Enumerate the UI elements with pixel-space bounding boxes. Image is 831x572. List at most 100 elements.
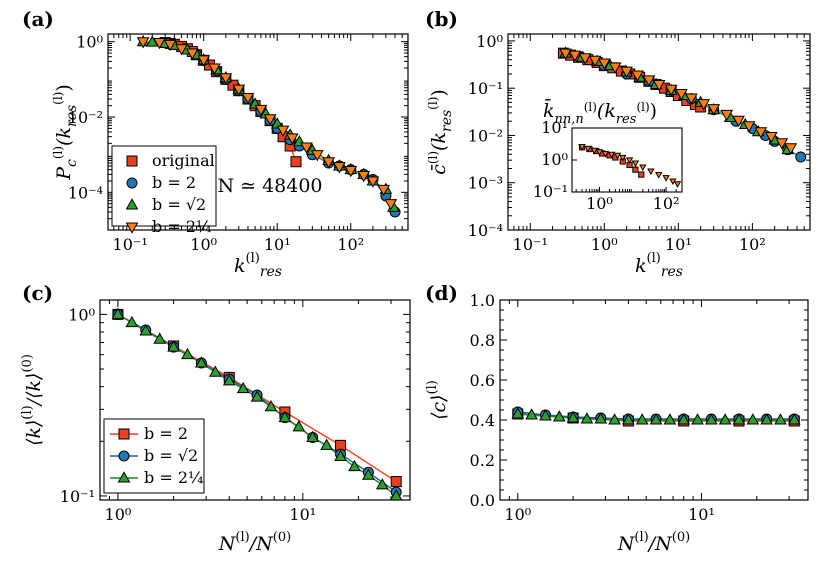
data-point-b4rt2 bbox=[675, 89, 688, 101]
data-point-b4rt2 bbox=[608, 62, 622, 74]
data-point-b4rt2 bbox=[566, 411, 580, 423]
y-axis-label: ⟨c⟩(l) bbox=[425, 380, 450, 420]
data-point-b4rt2 bbox=[597, 58, 611, 70]
x-tick-label: 10⁰ bbox=[504, 505, 531, 524]
data-point-b4rt2 bbox=[663, 413, 677, 425]
data-point-b4rt2 bbox=[685, 93, 698, 105]
y-tick-label: 10⁻⁴ bbox=[68, 183, 103, 202]
legend-marker-original bbox=[118, 428, 130, 440]
data-point-b4rt2 bbox=[278, 410, 292, 423]
y-tick-label: 0.4 bbox=[470, 411, 495, 430]
x-tick-label: 10¹ bbox=[688, 505, 715, 524]
data-point-b4rt2 bbox=[677, 413, 691, 425]
legend-marker-bsqrt2 bbox=[117, 471, 131, 483]
y-tick-label: 10⁻² bbox=[68, 108, 103, 127]
x-tick-label: 10⁰ bbox=[591, 235, 618, 254]
data-point-b4rt2 bbox=[664, 84, 678, 97]
data-point-b4rt2 bbox=[276, 125, 290, 137]
data-point-b4rt2 bbox=[732, 115, 745, 127]
legend-label: b = √2 bbox=[152, 195, 206, 214]
data-point-b4rt2 bbox=[254, 104, 268, 117]
data-point-b4rt2 bbox=[775, 138, 789, 150]
inset-point-original bbox=[632, 166, 639, 173]
data-point-b4rt2 bbox=[390, 489, 403, 500]
data-point-b4rt2 bbox=[642, 75, 656, 87]
data-point-b4rt2 bbox=[704, 413, 718, 425]
panel-d: (d) 10⁰ 10¹ 0.0 0.2 0.4 0.6 0.8 1.0 N(l)/N(0) ⟨c⟩(… bbox=[425, 281, 809, 555]
data-point-b4rt2 bbox=[764, 132, 778, 144]
inset-point-b4rt2 bbox=[607, 151, 616, 159]
data-point-b4rt2 bbox=[306, 430, 320, 442]
panel-label: (c) bbox=[22, 281, 53, 305]
data-point-b4rt2 bbox=[774, 413, 787, 425]
panel-c: (c) 10⁰ 10¹ 10⁻¹ 10⁰ N(l)/N(0) ⟨k⟩(l)/⟨k⟩(0) b … bbox=[20, 281, 411, 555]
legend: b = 2 b = √2 b = 2¼ bbox=[103, 418, 205, 494]
inset-point-b4rt2 bbox=[584, 145, 592, 153]
inset-x-tick-label: 10⁰ bbox=[586, 194, 613, 213]
legend-marker-b4rt2 bbox=[125, 222, 139, 234]
data-point-b2 bbox=[795, 151, 807, 163]
inset-point-b4rt2 bbox=[625, 157, 634, 165]
legend-marker-original bbox=[126, 155, 138, 167]
y-axis-label: c̄(l)(kres(l)) bbox=[426, 89, 455, 175]
data-point-b4rt2 bbox=[136, 37, 150, 49]
data-point-b4rt2 bbox=[635, 413, 649, 425]
data-point-b4rt2 bbox=[362, 468, 375, 480]
inset-point-b4rt2 bbox=[662, 175, 670, 182]
y-tick-label: 1.0 bbox=[470, 291, 495, 310]
data-point-b4rt2 bbox=[241, 92, 255, 105]
x-tick-label: 10⁰ bbox=[190, 235, 217, 254]
inset-point-b4rt2 bbox=[639, 164, 647, 172]
data-point-b4rt2 bbox=[357, 170, 371, 183]
data-point-b4rt2 bbox=[732, 413, 746, 425]
x-axis-label: k(l)res bbox=[635, 251, 683, 280]
data-point-b4rt2 bbox=[250, 390, 264, 402]
y-axis-label: ⟨k⟩(l)/⟨k⟩(0) bbox=[20, 354, 45, 446]
y-tick-label: 0.2 bbox=[470, 451, 495, 470]
data-point-b4rt2 bbox=[208, 63, 221, 75]
y-tick-label: 0.8 bbox=[470, 331, 495, 350]
y-axis-label: Pc(l)(kres(l)) bbox=[51, 84, 80, 181]
inset-point-b4rt2 bbox=[595, 149, 604, 156]
panel-label: (b) bbox=[425, 7, 458, 31]
inset-y-tick-label: 10¹ bbox=[541, 118, 568, 137]
data-point-b4rt2 bbox=[746, 413, 760, 425]
data-point-b4rt2 bbox=[539, 409, 552, 421]
data-point-original bbox=[290, 156, 302, 168]
data-point-b4rt2 bbox=[236, 381, 250, 394]
data-point-b4rt2 bbox=[377, 184, 391, 197]
legend-label: b = √2 bbox=[144, 446, 198, 465]
data-point-b4rt2 bbox=[300, 142, 313, 154]
legend-marker-bsqrt2 bbox=[125, 198, 139, 210]
data-point-b4rt2 bbox=[222, 374, 236, 386]
data-point-b4rt2 bbox=[568, 50, 582, 62]
network-size-annotation: N ≃ 48400 bbox=[217, 175, 322, 197]
inset-point-original bbox=[638, 171, 645, 178]
data-point-b4rt2 bbox=[511, 407, 525, 419]
data-point-b4rt2 bbox=[320, 438, 333, 450]
inset-title: k̄nn,n(l)(kres(l)) bbox=[543, 98, 657, 127]
legend-marker-b2 bbox=[118, 450, 130, 462]
data-point-b4rt2 bbox=[153, 38, 166, 50]
data-point-b4rt2 bbox=[594, 412, 608, 424]
data-point-b4rt2 bbox=[263, 114, 277, 126]
data-point-b4rt2 bbox=[366, 176, 380, 188]
legend: original b = 2 b = √2 b = 2¼ bbox=[111, 145, 217, 236]
data-point-b4rt2 bbox=[139, 324, 153, 336]
inset-point-b4rt2 bbox=[647, 168, 655, 176]
data-point-b4rt2 bbox=[292, 420, 306, 432]
x-tick-label: 10² bbox=[337, 235, 364, 254]
legend-label: b = 2¼ bbox=[144, 468, 204, 487]
data-point-b4rt2 bbox=[525, 408, 538, 420]
data-point-b2 bbox=[390, 476, 402, 488]
data-point-b4rt2 bbox=[742, 121, 756, 133]
x-axis-label: k(l)res bbox=[234, 251, 282, 280]
legend-label: original bbox=[152, 151, 215, 170]
y-tick-label: 10⁻³ bbox=[468, 174, 503, 193]
panel-label: (a) bbox=[22, 7, 54, 31]
x-tick-label: 10⁻¹ bbox=[513, 235, 548, 254]
legend-label: b = 2 bbox=[144, 424, 188, 443]
inset-y-tick-label: 10⁻¹ bbox=[533, 182, 568, 201]
